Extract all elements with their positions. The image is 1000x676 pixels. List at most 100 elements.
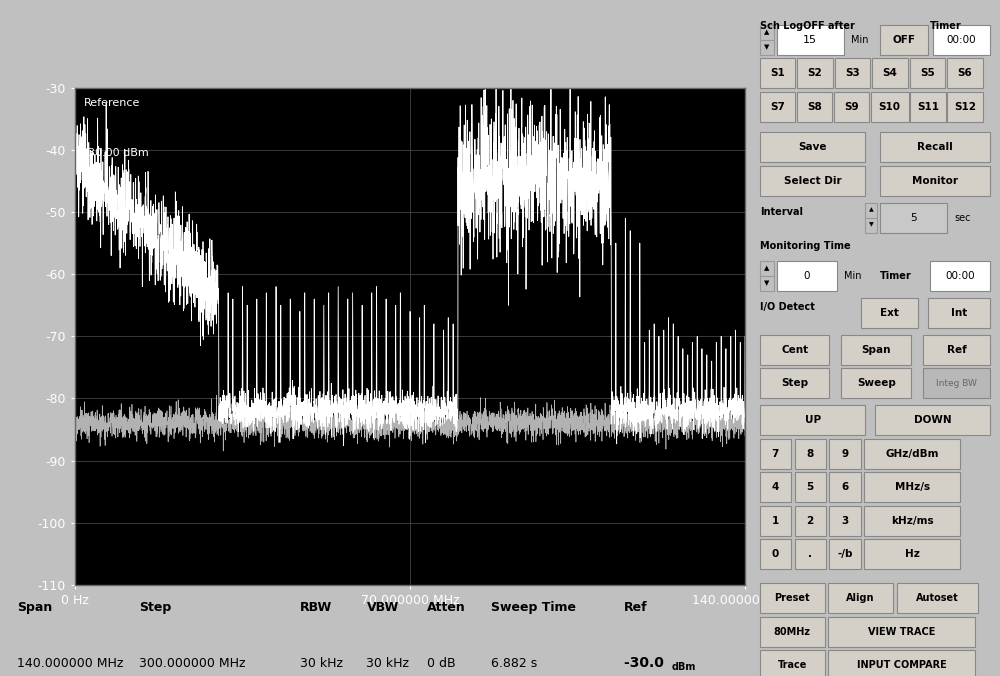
Text: Ref: Ref bbox=[624, 602, 647, 614]
FancyBboxPatch shape bbox=[760, 368, 829, 398]
FancyBboxPatch shape bbox=[760, 439, 791, 468]
FancyBboxPatch shape bbox=[880, 25, 928, 55]
Text: kHz/ms: kHz/ms bbox=[891, 516, 934, 526]
Text: 0 dB: 0 dB bbox=[427, 656, 455, 669]
FancyBboxPatch shape bbox=[795, 506, 826, 536]
Text: S12: S12 bbox=[954, 102, 976, 112]
FancyBboxPatch shape bbox=[829, 439, 861, 468]
Text: Min: Min bbox=[851, 34, 868, 45]
Text: Interval: Interval bbox=[760, 208, 803, 217]
Text: Integ BW: Integ BW bbox=[936, 379, 977, 388]
FancyBboxPatch shape bbox=[795, 473, 826, 502]
Text: 6: 6 bbox=[841, 482, 849, 492]
Text: Sweep Time: Sweep Time bbox=[491, 602, 576, 614]
Text: Ref: Ref bbox=[947, 345, 966, 355]
Text: RBW: RBW bbox=[300, 602, 333, 614]
Text: Int: Int bbox=[951, 308, 967, 318]
Text: S9: S9 bbox=[844, 102, 859, 112]
Text: Cent: Cent bbox=[781, 345, 808, 355]
FancyBboxPatch shape bbox=[923, 368, 990, 398]
Text: ▼: ▼ bbox=[764, 44, 770, 50]
Text: S5: S5 bbox=[920, 68, 935, 78]
Text: S2: S2 bbox=[808, 68, 822, 78]
Text: 0: 0 bbox=[803, 271, 810, 281]
Text: 30 kHz: 30 kHz bbox=[300, 656, 343, 669]
Text: Min: Min bbox=[844, 271, 861, 281]
FancyBboxPatch shape bbox=[865, 218, 877, 233]
Text: Align: Align bbox=[846, 594, 875, 603]
FancyBboxPatch shape bbox=[841, 368, 911, 398]
Text: Sch LogOFF after: Sch LogOFF after bbox=[760, 21, 855, 31]
Text: 30 kHz: 30 kHz bbox=[366, 656, 409, 669]
FancyBboxPatch shape bbox=[910, 92, 946, 122]
Text: 80MHz: 80MHz bbox=[774, 627, 811, 637]
Text: Span: Span bbox=[17, 602, 53, 614]
Text: Span: Span bbox=[861, 345, 891, 355]
FancyBboxPatch shape bbox=[797, 92, 832, 122]
Text: UP: UP bbox=[805, 415, 821, 425]
FancyBboxPatch shape bbox=[777, 25, 844, 55]
FancyBboxPatch shape bbox=[828, 583, 893, 613]
FancyBboxPatch shape bbox=[760, 473, 791, 502]
FancyBboxPatch shape bbox=[871, 92, 909, 122]
Text: Monitor: Monitor bbox=[912, 176, 958, 186]
Text: Autoset: Autoset bbox=[916, 594, 959, 603]
FancyBboxPatch shape bbox=[760, 58, 795, 89]
Text: -30.0: -30.0 bbox=[624, 656, 668, 669]
Text: ▼: ▼ bbox=[764, 281, 770, 286]
FancyBboxPatch shape bbox=[829, 473, 861, 502]
FancyBboxPatch shape bbox=[897, 583, 978, 613]
Text: ▲: ▲ bbox=[869, 208, 874, 213]
FancyBboxPatch shape bbox=[795, 439, 826, 468]
FancyBboxPatch shape bbox=[760, 132, 865, 162]
FancyBboxPatch shape bbox=[864, 506, 960, 536]
Text: Step: Step bbox=[139, 602, 171, 614]
FancyBboxPatch shape bbox=[828, 650, 975, 676]
FancyBboxPatch shape bbox=[760, 539, 791, 569]
FancyBboxPatch shape bbox=[880, 203, 947, 233]
FancyBboxPatch shape bbox=[880, 166, 990, 196]
Text: Ext: Ext bbox=[880, 308, 899, 318]
Text: 140.000000 MHz: 140.000000 MHz bbox=[17, 656, 124, 669]
FancyBboxPatch shape bbox=[760, 506, 791, 536]
Text: ▲: ▲ bbox=[764, 29, 770, 35]
FancyBboxPatch shape bbox=[760, 25, 774, 40]
FancyBboxPatch shape bbox=[861, 297, 918, 328]
Text: VBW: VBW bbox=[366, 602, 399, 614]
Text: DOWN: DOWN bbox=[914, 415, 951, 425]
FancyBboxPatch shape bbox=[864, 439, 960, 468]
FancyBboxPatch shape bbox=[760, 617, 825, 647]
Text: Select Dir: Select Dir bbox=[784, 176, 841, 186]
Text: Preset: Preset bbox=[774, 594, 810, 603]
Text: 6.882 s: 6.882 s bbox=[491, 656, 538, 669]
Text: S11: S11 bbox=[917, 102, 939, 112]
FancyBboxPatch shape bbox=[828, 617, 975, 647]
FancyBboxPatch shape bbox=[864, 539, 960, 569]
Text: 9: 9 bbox=[841, 449, 849, 459]
Text: 4: 4 bbox=[772, 482, 779, 492]
Text: INPUT COMPARE: INPUT COMPARE bbox=[857, 660, 946, 671]
Text: Monitoring Time: Monitoring Time bbox=[760, 241, 850, 251]
FancyBboxPatch shape bbox=[760, 650, 825, 676]
Text: Recall: Recall bbox=[917, 142, 953, 152]
Text: S7: S7 bbox=[770, 102, 785, 112]
FancyBboxPatch shape bbox=[760, 276, 774, 291]
Text: GHz/dBm: GHz/dBm bbox=[885, 449, 939, 459]
FancyBboxPatch shape bbox=[835, 58, 870, 89]
Text: 300.000000 MHz: 300.000000 MHz bbox=[139, 656, 245, 669]
Text: S8: S8 bbox=[807, 102, 822, 112]
Text: S1: S1 bbox=[770, 68, 785, 78]
Text: -/b: -/b bbox=[837, 550, 853, 559]
Text: MHz/s: MHz/s bbox=[895, 482, 930, 492]
Text: 2: 2 bbox=[807, 516, 814, 526]
Text: S4: S4 bbox=[882, 68, 897, 78]
Text: S6: S6 bbox=[957, 68, 972, 78]
Text: 15: 15 bbox=[803, 34, 817, 45]
FancyBboxPatch shape bbox=[760, 405, 865, 435]
Text: Trace: Trace bbox=[778, 660, 807, 671]
Text: Timer: Timer bbox=[930, 21, 962, 31]
FancyBboxPatch shape bbox=[928, 297, 990, 328]
Text: VIEW TRACE: VIEW TRACE bbox=[868, 627, 935, 637]
Text: 3: 3 bbox=[841, 516, 849, 526]
Text: S10: S10 bbox=[879, 102, 901, 112]
